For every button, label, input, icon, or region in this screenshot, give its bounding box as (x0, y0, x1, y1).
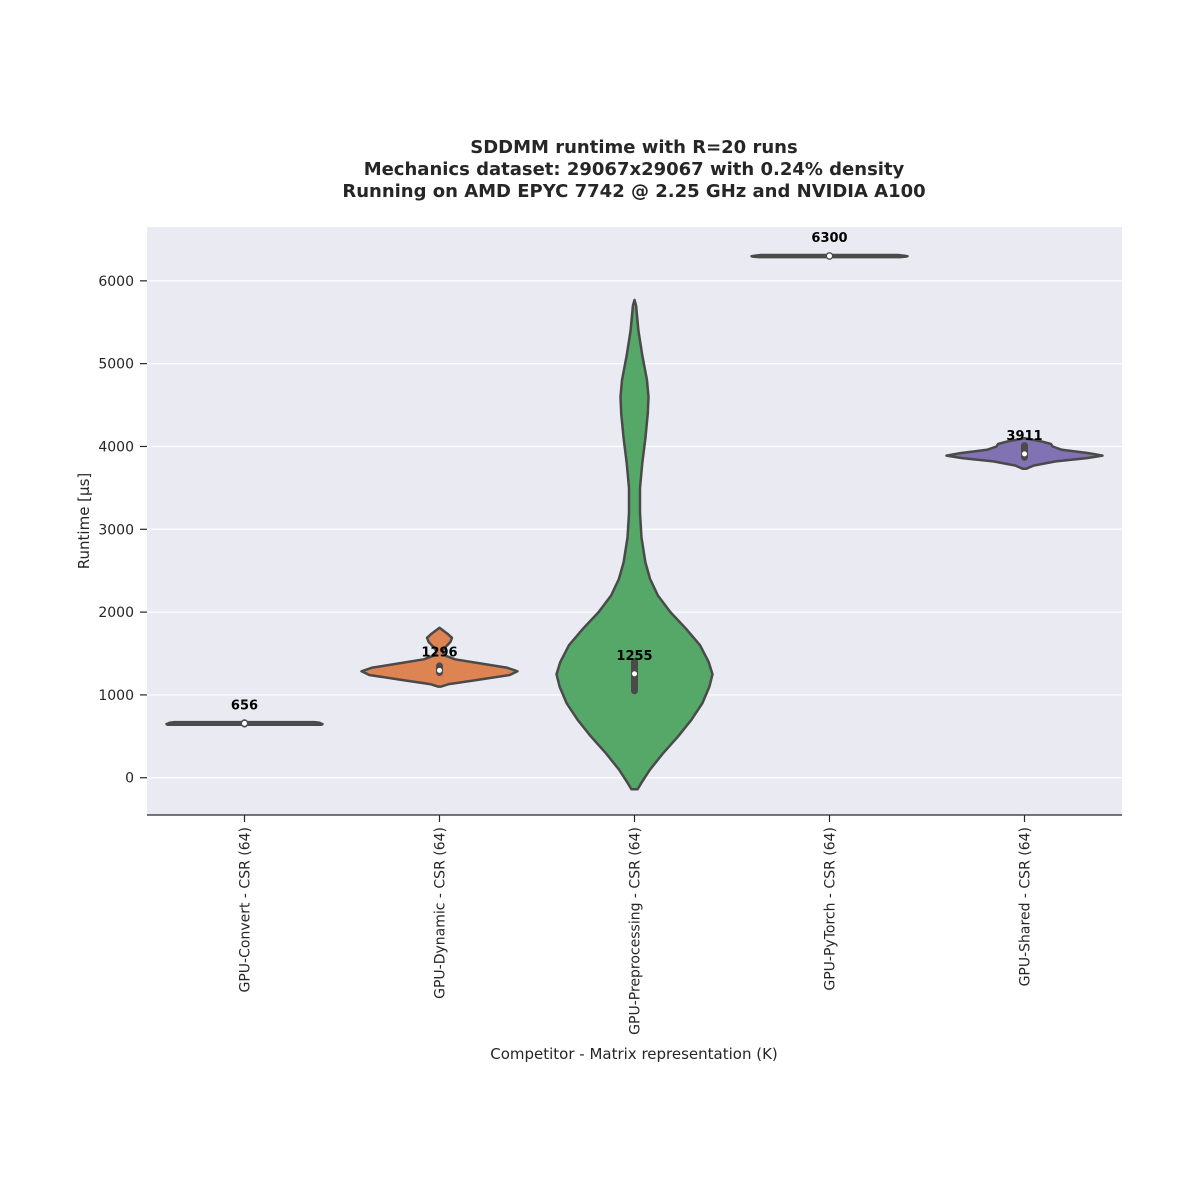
median-label-3: 1255 (616, 649, 652, 664)
violins (165, 252, 1104, 791)
y-tick-label: 3000 (98, 522, 134, 538)
median-point-4 (826, 252, 833, 260)
chart-title: SDDMM runtime with R=20 runs Mechanics d… (342, 137, 925, 202)
x-tick-label: GPU-PyTorch - CSR (64) (823, 827, 839, 991)
y-tick-label: 4000 (98, 439, 134, 455)
median-label-2: 1296 (421, 645, 457, 660)
violin-3 (555, 298, 714, 791)
chart-title-line-2: Mechanics dataset: 29067x29067 with 0.24… (364, 159, 905, 180)
x-axis-ticks: GPU-Convert - CSR (64) GPU-Dynamic - CSR … (238, 815, 1034, 1035)
y-tick-label: 6000 (98, 274, 134, 290)
y-axis-label: Runtime [µs] (75, 473, 93, 569)
y-tick-label: 2000 (98, 605, 134, 621)
median-point-3 (631, 670, 638, 677)
x-tick-label: GPU-Dynamic - CSR (64) (433, 827, 449, 999)
chart-title-line-1: SDDMM runtime with R=20 runs (470, 137, 797, 158)
x-tick-label: GPU-Shared - CSR (64) (1018, 827, 1034, 986)
median-point-5 (1021, 450, 1028, 457)
median-label-5: 3911 (1006, 429, 1042, 444)
median-labels: 656 1296 1255 6300 3911 (231, 231, 1043, 713)
y-tick-label: 1000 (98, 688, 134, 704)
median-label-4: 6300 (811, 231, 847, 246)
y-tick-label: 0 (125, 771, 134, 787)
y-tick-label: 5000 (98, 357, 134, 373)
x-tick-label: GPU-Preprocessing - CSR (64) (628, 827, 644, 1035)
y-axis-ticks: 0 1000 2000 3000 4000 5000 6000 (98, 274, 147, 787)
violin-2 (360, 626, 519, 688)
x-axis-label: Competitor - Matrix representation (K) (490, 1045, 778, 1063)
x-tick-label: GPU-Convert - CSR (64) (238, 827, 254, 992)
median-label-1: 656 (231, 698, 258, 713)
median-point-2 (436, 667, 443, 674)
chart-title-line-3: Running on AMD EPYC 7742 @ 2.25 GHz and … (342, 181, 925, 202)
median-point-1 (241, 720, 248, 727)
